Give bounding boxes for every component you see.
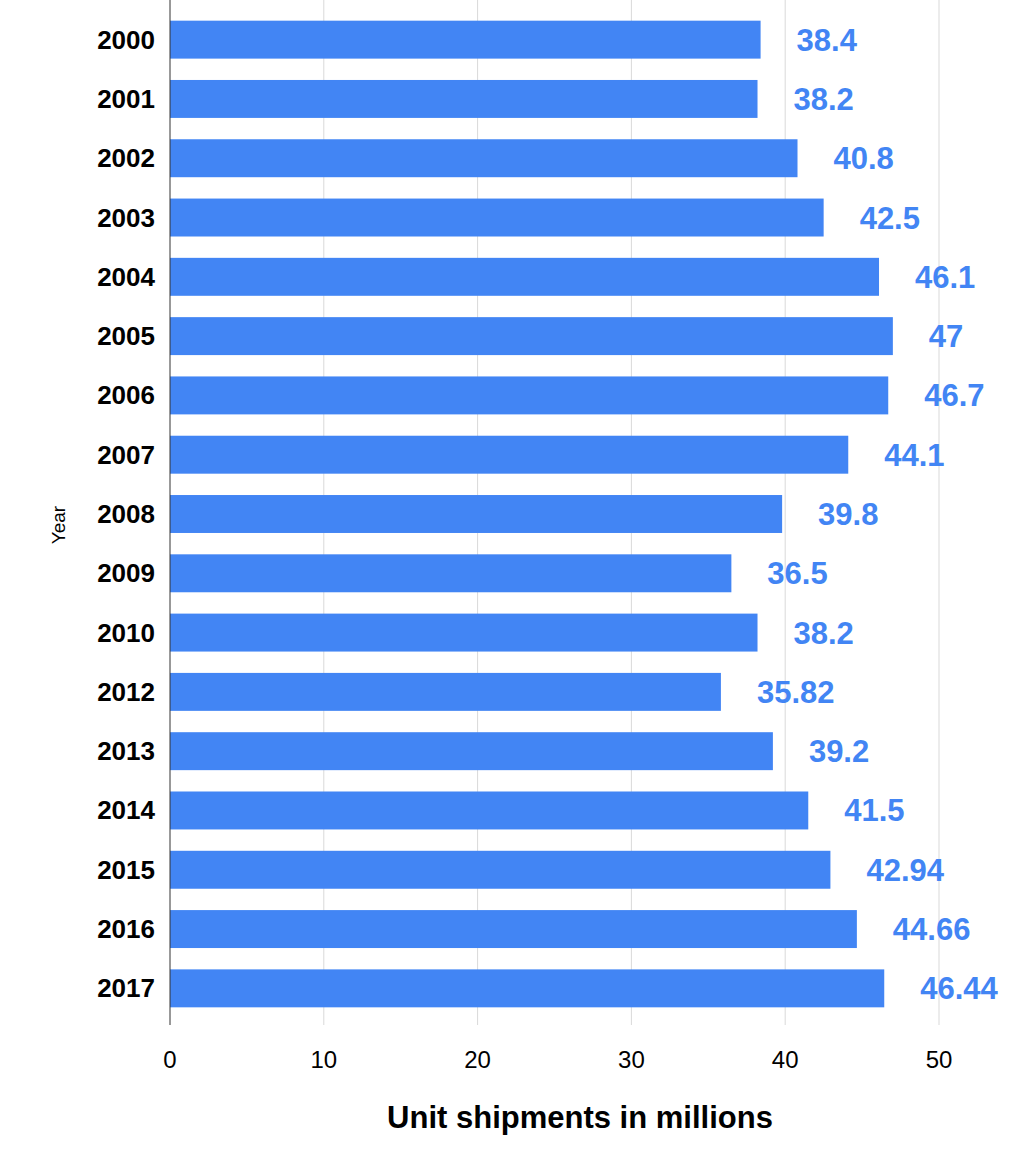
data-label: 38.2: [794, 616, 854, 651]
x-tick-label: 20: [464, 1046, 491, 1073]
y-axis-title: Year: [48, 505, 69, 544]
bar: [170, 614, 758, 652]
data-label: 38.2: [794, 82, 854, 117]
y-tick-label: 2005: [97, 321, 155, 351]
bar: [170, 732, 773, 770]
data-label: 44.1: [884, 438, 944, 473]
x-tick-label: 0: [163, 1046, 176, 1073]
data-label: 46.7: [924, 378, 984, 413]
y-tick-label: 2000: [97, 25, 155, 55]
bar: [170, 851, 830, 889]
x-tick-label: 50: [926, 1046, 953, 1073]
data-label: 38.4: [797, 23, 858, 58]
data-label: 44.66: [893, 912, 971, 947]
y-tick-label: 2004: [97, 262, 155, 292]
data-label: 35.82: [757, 675, 835, 710]
y-tick-label: 2012: [97, 677, 155, 707]
data-label: 46.44: [920, 971, 998, 1006]
x-axis-title: Unit shipments in millions: [387, 1100, 773, 1135]
y-tick-label: 2001: [97, 84, 155, 114]
data-label: 42.5: [860, 201, 920, 236]
bar: [170, 199, 824, 237]
data-label: 36.5: [767, 556, 827, 591]
x-tick-label: 30: [618, 1046, 645, 1073]
bar: [170, 436, 848, 474]
y-tick-label: 2016: [97, 914, 155, 944]
bar: [170, 495, 782, 533]
data-label: 46.1: [915, 260, 975, 295]
chart-container: 0 10 20 30 40 50 2000 2001 2002 2003 2004 2005 2006 2…: [0, 0, 1033, 1154]
bar: [170, 139, 798, 177]
data-label: 47: [929, 319, 963, 354]
chart-svg: 0 10 20 30 40 50 2000 2001 2002 2003 2004 2005 2006 2…: [0, 0, 1033, 1154]
y-axis-line: [170, 0, 171, 1025]
y-tick-label: 2006: [97, 380, 155, 410]
data-label: 40.8: [834, 141, 894, 176]
y-tick-label: 2002: [97, 143, 155, 173]
bar: [170, 554, 731, 592]
bars: [170, 21, 893, 1008]
bar: [170, 673, 721, 711]
bar: [170, 791, 808, 829]
data-label: 41.5: [844, 793, 904, 828]
bar: [170, 376, 888, 414]
y-tick-label: 2009: [97, 558, 155, 588]
bar: [170, 910, 857, 948]
bar: [170, 317, 893, 355]
x-tick-label: 40: [772, 1046, 799, 1073]
y-tick-label: 2003: [97, 203, 155, 233]
y-tick-label: 2008: [97, 499, 155, 529]
data-label: 42.94: [866, 853, 944, 888]
bar: [170, 80, 758, 118]
y-tick-label: 2010: [97, 618, 155, 648]
data-label: 39.2: [809, 734, 869, 769]
y-tick-label: 2007: [97, 440, 155, 470]
bar: [170, 21, 761, 59]
bar: [170, 258, 879, 296]
y-tick-label: 2015: [97, 855, 155, 885]
x-tick-label: 10: [310, 1046, 337, 1073]
y-tick-label: 2017: [97, 973, 155, 1003]
bar: [170, 969, 884, 1007]
y-tick-label: 2013: [97, 736, 155, 766]
data-label: 39.8: [818, 497, 878, 532]
y-tick-label: 2014: [97, 795, 155, 825]
